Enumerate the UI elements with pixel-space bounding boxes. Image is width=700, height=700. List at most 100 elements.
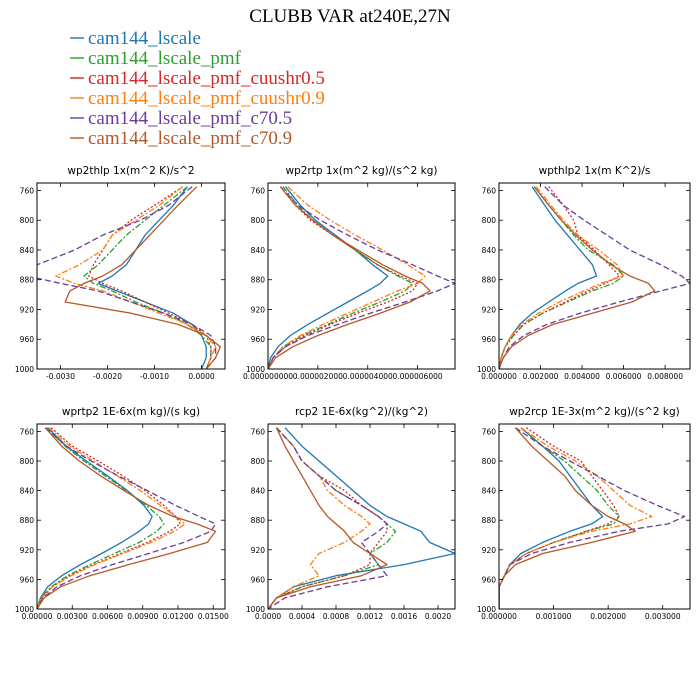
y-tick-label: 800 bbox=[251, 216, 266, 225]
x-tick-label: 0.0008 bbox=[323, 612, 349, 621]
series-line bbox=[37, 427, 217, 609]
x-tick-label: 0.000000 bbox=[481, 372, 517, 381]
plot-frame bbox=[498, 182, 691, 370]
y-tick-label: 760 bbox=[482, 427, 497, 436]
chart-panel: wp2thlp 1x(m^2 K)/s^2 760 800 840 880 920 960 1… bbox=[15, 165, 226, 381]
series-line bbox=[499, 186, 656, 369]
series-group bbox=[37, 427, 217, 609]
y-tick-label: 800 bbox=[251, 457, 266, 466]
x-tick-label: 0.002000 bbox=[590, 612, 626, 621]
plot-frame bbox=[267, 423, 456, 610]
chart-panel: wprtp2 1E-6x(m kg)/(s kg) 760 800 840 880 920… bbox=[15, 406, 229, 621]
y-tick-label: 1000 bbox=[15, 365, 34, 374]
series-line bbox=[37, 427, 217, 609]
plot-frame bbox=[498, 423, 691, 610]
x-tick-label: 0.01500 bbox=[198, 612, 229, 621]
x-tick-label: -0.0020 bbox=[93, 372, 122, 381]
x-tick-label: 0.0000 bbox=[255, 612, 281, 621]
y-tick-label: 880 bbox=[251, 276, 266, 285]
y-tick-label: 840 bbox=[482, 487, 497, 496]
x-tick-label: 0.0000 bbox=[188, 372, 214, 381]
series-line bbox=[37, 427, 182, 609]
legend-entry: cam144_lscale_pmf_cuushr0.5 bbox=[70, 68, 325, 89]
y-tick-label: 1000 bbox=[15, 605, 34, 614]
legend-label: cam144_lscale_pmf_c70.5 bbox=[88, 108, 292, 129]
x-tick-label: 0.00600 bbox=[92, 612, 123, 621]
x-tick-label: 0.000000000 bbox=[243, 372, 293, 381]
y-tick-label: 960 bbox=[20, 335, 35, 344]
legend-label: cam144_lscale_pmf_cuushr0.9 bbox=[88, 88, 325, 109]
x-tick-label: 0.00900 bbox=[127, 612, 158, 621]
x-tick-label: -0.0030 bbox=[46, 372, 75, 381]
series-line bbox=[268, 186, 431, 369]
y-tick-label: 880 bbox=[20, 516, 35, 525]
legend-entry: cam144_lscale_pmf_c70.9 bbox=[70, 128, 292, 149]
panel-title: wp2rtp 1x(m^2 kg)/(s^2 kg) bbox=[285, 165, 437, 177]
series-line bbox=[268, 427, 388, 609]
series-line bbox=[268, 186, 426, 369]
series-group bbox=[499, 427, 686, 609]
x-tick-label: 0.000006000 bbox=[393, 372, 443, 381]
x-tick-label: 0.000000 bbox=[481, 612, 517, 621]
series-line bbox=[55, 186, 217, 369]
x-tick-label: 0.00300 bbox=[57, 612, 88, 621]
y-tick-label: 880 bbox=[482, 276, 497, 285]
y-tick-label: 760 bbox=[482, 186, 497, 195]
chart-panel: wp2rcp 1E-3x(m^2 kg)/(s^2 kg) 760 800 840 88… bbox=[477, 406, 691, 621]
y-tick-label: 1000 bbox=[246, 605, 265, 614]
y-tick-label: 920 bbox=[20, 546, 35, 555]
x-tick-label: 0.0004 bbox=[289, 612, 315, 621]
y-tick-label: 880 bbox=[20, 276, 35, 285]
series-line bbox=[83, 186, 212, 369]
chart-panel: rcp2 1E-6x(kg^2)/(kg^2) 760 800 840 880 920 96… bbox=[246, 406, 456, 621]
legend-entry: cam144_lscale bbox=[70, 28, 201, 49]
legend-label: cam144_lscale_pmf_c70.9 bbox=[88, 128, 292, 149]
legend-entry: cam144_lscale_pmf bbox=[70, 48, 242, 69]
x-tick-label: 0.008000 bbox=[647, 372, 683, 381]
y-tick-label: 920 bbox=[251, 305, 266, 314]
series-line bbox=[37, 186, 217, 369]
y-tick-label: 840 bbox=[20, 487, 35, 496]
y-tick-label: 800 bbox=[20, 216, 35, 225]
series-line bbox=[268, 427, 388, 609]
x-tick-label: 0.00000 bbox=[21, 612, 52, 621]
y-tick-label: 760 bbox=[20, 186, 35, 195]
x-tick-label: 0.000004000 bbox=[343, 372, 393, 381]
y-tick-label: 840 bbox=[20, 246, 35, 255]
series-line bbox=[268, 427, 388, 609]
y-tick-label: 1000 bbox=[246, 365, 265, 374]
panel-title: wp2rcp 1E-3x(m^2 kg)/(s^2 kg) bbox=[509, 406, 680, 418]
series-line bbox=[499, 186, 625, 369]
series-line bbox=[37, 427, 153, 609]
plot-frame bbox=[36, 423, 226, 610]
panel-title: wpthlp2 1x(m K^2)/s bbox=[539, 165, 651, 177]
y-tick-label: 960 bbox=[251, 575, 266, 584]
y-tick-label: 920 bbox=[20, 305, 35, 314]
y-tick-label: 840 bbox=[482, 246, 497, 255]
series-line bbox=[499, 186, 690, 369]
panel-title: wp2thlp 1x(m^2 K)/s^2 bbox=[67, 165, 194, 177]
y-tick-label: 880 bbox=[482, 516, 497, 525]
x-tick-label: 0.000002000 bbox=[293, 372, 343, 381]
series-line bbox=[37, 427, 165, 609]
panels: wp2thlp 1x(m^2 K)/s^2 760 800 840 880 920 960 1… bbox=[15, 165, 691, 621]
chart-panel: wpthlp2 1x(m K^2)/s 760 800 840 880 920 960 100… bbox=[477, 165, 691, 381]
legend-label: cam144_lscale_pmf bbox=[88, 48, 242, 69]
y-tick-label: 920 bbox=[482, 546, 497, 555]
series-line bbox=[88, 186, 212, 369]
y-tick-label: 960 bbox=[251, 335, 266, 344]
legend-label: cam144_lscale_pmf_cuushr0.5 bbox=[88, 68, 325, 89]
series-line bbox=[499, 427, 653, 609]
series-line bbox=[97, 186, 207, 369]
figure-title: CLUBB VAR at240E,27N bbox=[249, 6, 451, 27]
series-line bbox=[268, 427, 455, 609]
y-tick-label: 960 bbox=[20, 575, 35, 584]
y-tick-label: 1000 bbox=[477, 605, 496, 614]
series-line bbox=[499, 186, 625, 369]
series-group bbox=[268, 186, 455, 369]
y-tick-label: 1000 bbox=[477, 365, 496, 374]
series-line bbox=[499, 427, 637, 609]
y-tick-label: 960 bbox=[482, 335, 497, 344]
x-tick-label: 0.0020 bbox=[425, 612, 451, 621]
